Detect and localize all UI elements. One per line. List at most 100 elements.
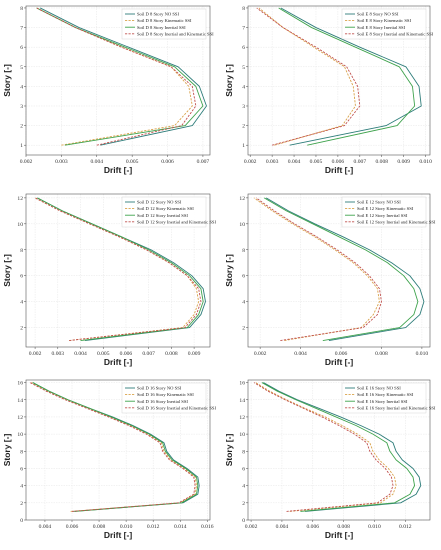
series-line-3 (263, 197, 419, 341)
y-tick-label: 2 (20, 326, 23, 332)
legend-entry-label: Soil E 8 Story Inertial and Kinematic SS… (357, 31, 434, 36)
y-tick-label: 2 (242, 124, 245, 130)
legend-entry-label: Soil D 8 Story NO SSI (137, 12, 179, 17)
y-tick-label: 0 (242, 518, 245, 524)
y-tick-label: 8 (242, 248, 245, 254)
legend-entry-label: Soil D 12 Story Inertial SSI (137, 213, 188, 218)
y-tick-label: 8 (242, 6, 245, 12)
legend-entry-label: Soil E 12 Story Inertial SSI (357, 213, 408, 218)
legend-entry-label: Soil E 12 Story Inertial and Kinematic S… (357, 219, 436, 224)
y-tick-label: 7 (20, 26, 23, 32)
series-line-2 (253, 197, 380, 341)
y-axis-label: Story [-] (224, 254, 234, 287)
legend-entry-label: Soil D 12 Story Kinematic SSI (137, 206, 194, 211)
series-line-2 (36, 7, 193, 146)
x-tick-label: 0.006 (120, 351, 133, 357)
y-tick-label: 6 (20, 45, 23, 51)
x-tick-label: 0.006 (66, 524, 79, 530)
legend-entry-label: Soil E 8 Story NO SSI (357, 12, 399, 17)
x-tick-label: 0.004 (276, 524, 289, 530)
y-tick-label: 12 (239, 415, 245, 421)
legend-entry-label: Soil E 12 Story Kinematic SSI (357, 206, 414, 211)
legend-entry-label: Soil E 16 Story Inertial SSI (357, 399, 408, 404)
y-tick-label: 8 (20, 6, 23, 12)
series-line-3 (37, 197, 204, 341)
series-line-4 (34, 197, 202, 341)
plot-border (25, 5, 211, 156)
x-tick-label: 0.006 (161, 159, 174, 165)
x-tick-label: 0.004 (74, 351, 87, 357)
x-tick-label: 0.010 (419, 159, 432, 165)
series-line-4 (253, 382, 394, 512)
legend-entry-label: Soil D 16 Story Kinematic SSI (137, 392, 194, 397)
y-tick-label: 14 (17, 398, 23, 404)
x-tick-label: 0.004 (39, 524, 52, 530)
legend-box (121, 196, 207, 228)
x-tick-label: 0.005 (97, 351, 110, 357)
x-tick-label: 0.003 (55, 159, 68, 165)
series-line-3 (278, 7, 416, 146)
x-tick-label: 0.004 (294, 351, 307, 357)
chart-panel-1: 0.002 0.003 0.004 0.005 0.006 0.007 1 2 3 4 5 6 7 8 So… (2, 5, 214, 175)
legend-entry-label: Soil D 8 Story Inertial SSI (137, 25, 186, 30)
series-line-1 (263, 382, 422, 512)
y-tick-label: 7 (242, 26, 245, 32)
y-tick-label: 4 (242, 484, 245, 490)
series-line-1 (280, 7, 422, 146)
plot-border (247, 193, 431, 348)
x-tick-label: 0.005 (310, 159, 323, 165)
y-tick-label: 0 (20, 518, 23, 524)
x-axis-label: Drift [-] (104, 530, 132, 540)
y-axis-label: Story [-] (224, 434, 234, 467)
y-tick-label: 1 (20, 143, 23, 149)
legend-entry-label: Soil D 12 Story NO SSI (137, 200, 182, 205)
y-tick-label: 10 (239, 432, 245, 438)
plot-border (247, 379, 431, 521)
y-tick-label: 2 (20, 124, 23, 130)
x-tick-label: 0.007 (354, 159, 367, 165)
y-tick-label: 6 (242, 466, 245, 472)
x-tick-label: 0.002 (29, 351, 42, 357)
plot-border (247, 5, 431, 156)
y-tick-label: 8 (242, 449, 245, 455)
x-tick-label: 0.005 (126, 159, 139, 165)
x-tick-label: 0.003 (52, 351, 65, 357)
y-tick-label: 12 (17, 415, 23, 421)
y-tick-label: 3 (242, 104, 245, 110)
x-tick-label: 0.010 (120, 524, 133, 530)
x-tick-label: 0.003 (266, 159, 279, 165)
series-line-4 (29, 382, 196, 512)
y-tick-label: 10 (17, 222, 23, 228)
x-tick-label: 0.008 (337, 524, 350, 530)
y-tick-label: 16 (239, 381, 245, 387)
y-axis-label: Story [-] (2, 434, 12, 467)
legend-entry-label: Soil E 8 Story Inertial SSI (357, 25, 406, 30)
x-tick-label: 0.014 (174, 524, 187, 530)
x-tick-label: 0.008 (165, 351, 178, 357)
series-line-1 (39, 7, 207, 146)
y-tick-label: 12 (239, 196, 245, 202)
series-line-2 (258, 7, 356, 146)
legend-entry-label: Soil D 16 Story Inertial and Kinematic S… (137, 405, 216, 410)
legend-box (341, 196, 427, 228)
chart-panel-2: 0.002 0.003 0.004 0.005 0.006 0.007 0.008 0.009… (224, 5, 434, 175)
y-tick-label: 4 (242, 84, 245, 90)
chart-panel-6: 0.002 0.004 0.006 0.008 0.010 0.012 0 2 4 6 8 10 12 1… (224, 379, 436, 540)
series-line-4 (36, 7, 197, 146)
y-tick-label: 2 (242, 326, 245, 332)
y-tick-label: 6 (20, 274, 23, 280)
legend-box (121, 8, 207, 40)
y-tick-label: 4 (20, 300, 23, 306)
series-line-3 (261, 382, 416, 512)
chart-panel-5: 0.004 0.006 0.008 0.010 0.012 0.014 0.016 0 2 4 6 8… (2, 379, 216, 540)
x-tick-label: 0.008 (375, 159, 388, 165)
x-tick-label: 0.004 (90, 159, 103, 165)
legend-entry-label: Soil D 16 Story NO SSI (137, 386, 182, 391)
y-tick-label: 6 (242, 274, 245, 280)
